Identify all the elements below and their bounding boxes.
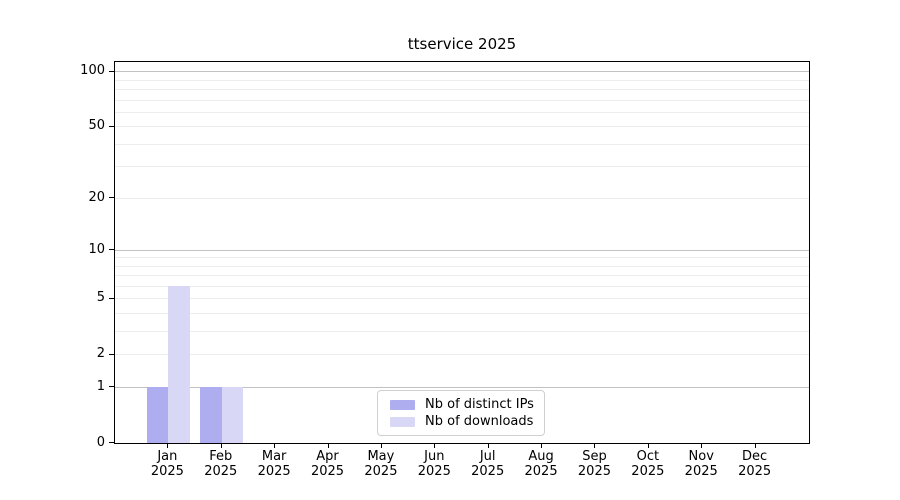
- x-tick-mark: [327, 443, 329, 448]
- x-tick-label: Oct 2025: [616, 449, 680, 479]
- x-tick-label: Apr 2025: [296, 449, 360, 479]
- x-tick-mark: [594, 443, 596, 448]
- legend: Nb of distinct IPs Nb of downloads: [377, 390, 545, 436]
- x-tick-mark: [434, 443, 436, 448]
- x-tick-label: Sep 2025: [562, 449, 626, 479]
- x-tick-label: Nov 2025: [669, 449, 733, 479]
- x-tick-month: Jul: [479, 449, 496, 464]
- y-tick-label: 5: [96, 290, 105, 306]
- x-tick-year: 2025: [524, 464, 558, 479]
- chart-title: ttservice 2025: [407, 35, 517, 53]
- x-tick-month: Apr: [316, 449, 339, 464]
- legend-entry: Nb of distinct IPs: [386, 396, 536, 413]
- x-tick-mark: [701, 443, 703, 448]
- y-tick-mark: [109, 297, 114, 299]
- x-tick-month: Jan: [157, 449, 178, 464]
- y-tick-mark: [109, 442, 114, 443]
- major-gridline: [115, 249, 809, 251]
- x-tick-label: Dec 2025: [723, 449, 787, 479]
- y-tick-label: 50: [88, 118, 105, 134]
- minor-gridline: [115, 88, 809, 90]
- minor-gridline: [115, 285, 809, 287]
- x-tick-year: 2025: [204, 464, 238, 479]
- bar: [200, 387, 222, 443]
- x-tick-year: 2025: [310, 464, 345, 479]
- x-tick-year: 2025: [417, 464, 451, 479]
- y-tick-label: 2: [96, 346, 105, 362]
- x-tick-label: Mar 2025: [242, 449, 306, 479]
- x-tick-label: May 2025: [349, 449, 413, 479]
- bar: [221, 387, 244, 443]
- x-tick-mark: [647, 443, 649, 448]
- x-tick-month: May: [367, 449, 395, 464]
- y-tick-mark: [109, 197, 114, 199]
- minor-gridline: [115, 166, 809, 168]
- minor-gridline: [115, 257, 809, 259]
- x-tick-label: Jul 2025: [456, 449, 520, 479]
- x-tick-year: 2025: [738, 464, 772, 479]
- y-tick-mark: [109, 353, 114, 355]
- x-tick-month: Jun: [424, 449, 445, 464]
- y-tick-mark: [109, 386, 114, 388]
- x-tick-mark: [541, 443, 543, 448]
- x-tick-mark: [380, 443, 382, 448]
- x-tick-label: Jun 2025: [402, 449, 466, 479]
- x-tick-month: Mar: [261, 449, 287, 464]
- bar: [147, 387, 169, 443]
- minor-gridline: [115, 313, 809, 315]
- y-tick-label: 0: [96, 434, 105, 450]
- major-gridline: [115, 71, 809, 73]
- x-tick-month: Oct: [636, 449, 660, 464]
- bar: [168, 286, 190, 443]
- x-tick-year: 2025: [684, 464, 718, 479]
- y-tick-label: 1: [96, 378, 105, 394]
- x-tick-month: Aug: [528, 449, 554, 464]
- x-tick-label: Aug 2025: [509, 449, 573, 479]
- plot-area: [114, 61, 810, 444]
- x-tick-mark: [167, 443, 169, 448]
- x-tick-month: Dec: [742, 449, 768, 464]
- legend-swatch: [390, 416, 415, 427]
- x-tick-year: 2025: [364, 464, 398, 479]
- minor-gridline: [115, 143, 809, 145]
- x-tick-mark: [487, 443, 489, 448]
- x-tick-mark: [754, 443, 756, 448]
- legend-label: Nb of distinct IPs: [425, 397, 534, 412]
- major-gridline: [115, 386, 809, 388]
- minor-gridline: [115, 126, 809, 128]
- legend-label: Nb of downloads: [425, 414, 534, 429]
- x-tick-label: Feb 2025: [189, 449, 253, 479]
- x-tick-label: Jan 2025: [135, 449, 199, 479]
- minor-gridline: [115, 354, 809, 356]
- legend-entry: Nb of downloads: [386, 413, 536, 430]
- x-tick-mark: [220, 443, 222, 448]
- x-tick-year: 2025: [577, 464, 611, 479]
- minor-gridline: [115, 275, 809, 277]
- x-tick-year: 2025: [471, 464, 505, 479]
- x-tick-year: 2025: [257, 464, 291, 479]
- minor-gridline: [115, 197, 809, 199]
- x-tick-mark: [274, 443, 276, 448]
- y-tick-mark: [109, 70, 114, 72]
- y-tick-mark: [109, 249, 114, 251]
- legend-swatch: [390, 399, 415, 410]
- minor-gridline: [115, 298, 809, 300]
- y-tick-label: 10: [88, 241, 105, 257]
- x-tick-month: Feb: [209, 449, 233, 464]
- x-tick-year: 2025: [150, 464, 184, 479]
- minor-gridline: [115, 99, 809, 101]
- y-tick-label: 20: [88, 189, 105, 205]
- x-tick-year: 2025: [631, 464, 665, 479]
- minor-gridline: [115, 330, 809, 332]
- y-tick-mark: [109, 125, 114, 127]
- x-tick-month: Sep: [582, 449, 607, 464]
- y-tick-label: 100: [80, 63, 105, 79]
- minor-gridline: [115, 111, 809, 113]
- x-tick-month: Nov: [688, 449, 714, 464]
- minor-gridline: [115, 265, 809, 267]
- minor-gridline: [115, 79, 809, 81]
